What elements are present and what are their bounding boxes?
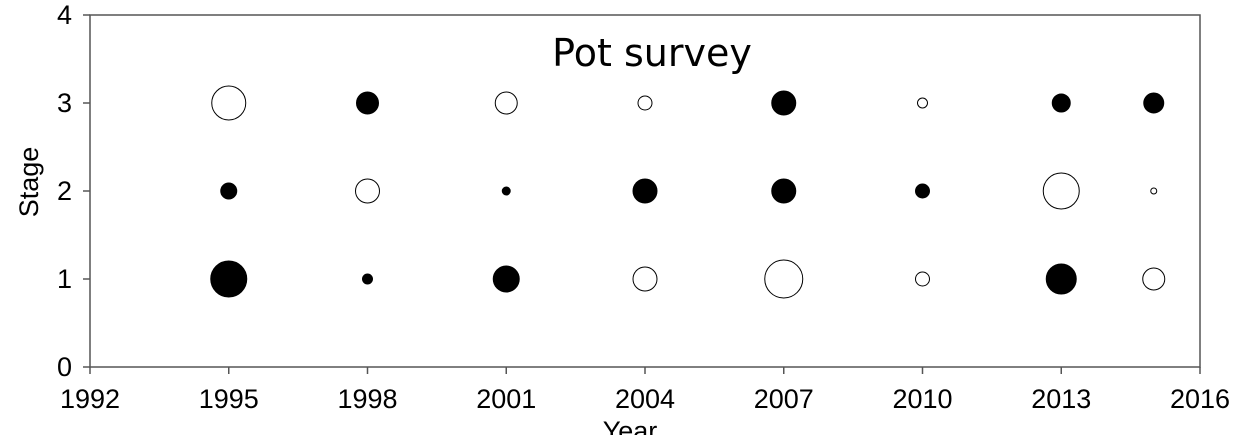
data-point — [362, 273, 373, 285]
x-tick-label: 2016 — [1170, 384, 1230, 414]
data-point — [356, 91, 379, 115]
y-tick-label: 4 — [57, 0, 72, 30]
x-tick-label: 2013 — [1031, 384, 1091, 414]
x-axis: 1992 1995 1998 2001 2004 2007 2010 2013 2016 — [60, 367, 1230, 414]
y-tick-label: 0 — [57, 352, 72, 382]
data-point — [771, 90, 797, 116]
y-tick-label: 1 — [57, 264, 72, 294]
data-points — [210, 85, 1166, 299]
data-point — [1142, 267, 1166, 291]
data-point — [915, 183, 930, 199]
data-point — [1045, 263, 1077, 295]
data-point — [210, 260, 248, 298]
x-tick-label: 2007 — [754, 384, 814, 414]
chart-title: Pot survey — [552, 31, 752, 75]
x-tick-label: 1998 — [337, 384, 397, 414]
x-tick-label: 1995 — [199, 384, 259, 414]
data-point — [211, 85, 247, 121]
data-point — [632, 266, 658, 292]
y-axis: 0 1 2 3 4 — [57, 0, 90, 382]
y-tick-label: 3 — [57, 88, 72, 118]
x-tick-label: 1992 — [60, 384, 120, 414]
x-axis-title: Year — [603, 416, 658, 435]
data-point — [355, 178, 380, 204]
data-point — [917, 97, 928, 109]
data-point — [637, 95, 653, 111]
data-point — [492, 265, 520, 293]
y-axis-title: Stage — [14, 147, 44, 218]
data-point — [1150, 187, 1158, 195]
data-point — [220, 182, 238, 200]
data-point — [1042, 172, 1080, 210]
data-point — [1143, 92, 1165, 114]
x-tick-label: 2004 — [615, 384, 675, 414]
data-point — [764, 259, 804, 299]
data-point — [501, 186, 511, 196]
data-point — [771, 178, 797, 204]
x-tick-label: 2001 — [476, 384, 536, 414]
x-tick-label: 2010 — [892, 384, 952, 414]
data-point — [632, 178, 658, 204]
data-point — [494, 91, 518, 115]
data-point — [915, 271, 930, 287]
y-tick-label: 2 — [57, 176, 72, 206]
data-point — [1051, 93, 1071, 113]
